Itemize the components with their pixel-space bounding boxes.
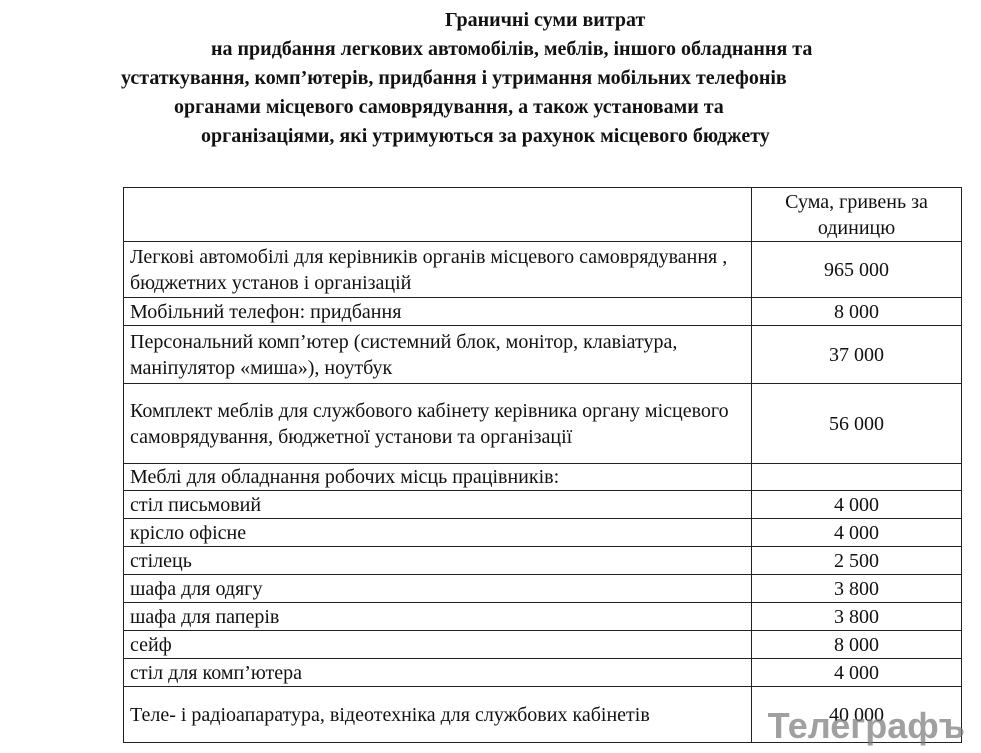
table-row: шафа для одягу 3 800 — [123, 574, 962, 603]
header-row: Сума, гривень за одиницю — [123, 187, 962, 242]
title-line: організаціями, які утримуються за рахуно… — [201, 125, 770, 147]
title-line: устаткування, комп’ютерів, придбання і у… — [121, 67, 787, 89]
table-row: шафа для паперів 3 800 — [123, 602, 962, 631]
amount-cell: 56 000 — [751, 383, 962, 464]
amount-cell: 4 000 — [751, 658, 962, 687]
table-row: крісло офісне 4 000 — [123, 518, 962, 547]
item-cell: крісло офісне — [123, 518, 752, 547]
amount-cell — [751, 463, 962, 491]
item-cell: Персональний комп’ютер (системний блок, … — [123, 325, 752, 384]
table-row: стіл письмовий 4 000 — [123, 490, 962, 519]
amount-cell: 2 500 — [751, 546, 962, 575]
amount-cell: 40 000 — [751, 686, 962, 743]
amount-cell: 8 000 — [751, 297, 962, 326]
limits-table: Сума, гривень за одиницю Легкові автомоб… — [123, 187, 962, 743]
amount-cell: 4 000 — [751, 490, 962, 519]
item-cell: Комплект меблів для службового кабінету … — [123, 383, 752, 464]
watermark: Телеграфъ — [767, 705, 965, 746]
item-cell: шафа для паперів — [123, 602, 752, 631]
item-cell: стілець — [123, 546, 752, 575]
title-line: органами місцевого самоврядування, а так… — [174, 96, 724, 118]
table-row: Легкові автомобілі для керівників органі… — [123, 241, 962, 298]
item-cell: стіл письмовий — [123, 490, 752, 519]
item-cell: стіл для комп’ютера — [123, 658, 752, 687]
empty-cell — [123, 187, 752, 242]
table-row: Меблі для обладнання робочих місць праці… — [123, 463, 962, 491]
amount-cell: 965 000 — [751, 241, 962, 298]
amount-cell: 8 000 — [751, 630, 962, 659]
table-row: стіл для комп’ютера 4 000 — [123, 658, 962, 687]
table-row: сейф 8 000 — [123, 630, 962, 659]
item-cell: Мобільний телефон: придбання — [123, 297, 752, 326]
amount-cell: 3 800 — [751, 574, 962, 603]
title-line: Граничні суми витрат — [445, 9, 646, 31]
table-row: стілець 2 500 — [123, 546, 962, 575]
table-row: Персональний комп’ютер (системний блок, … — [123, 325, 962, 384]
item-cell: сейф — [123, 630, 752, 659]
item-cell: Теле- і радіоапаратура, відеотехніка для… — [123, 686, 752, 743]
item-cell: Меблі для обладнання робочих місць праці… — [123, 463, 752, 491]
item-cell: Легкові автомобілі для керівників органі… — [123, 241, 752, 298]
table-row: Теле- і радіоапаратура, відеотехніка для… — [123, 686, 962, 743]
column-header: Сума, гривень за одиницю — [751, 187, 962, 242]
amount-cell: 37 000 — [751, 325, 962, 384]
title-line: на придбання легкових автомобілів, меблі… — [211, 38, 813, 60]
table-row: Комплект меблів для службового кабінету … — [123, 383, 962, 464]
item-cell: шафа для одягу — [123, 574, 752, 603]
table-row: Мобільний телефон: придбання 8 000 — [123, 297, 962, 326]
amount-cell: 4 000 — [751, 518, 962, 547]
amount-cell: 3 800 — [751, 602, 962, 631]
